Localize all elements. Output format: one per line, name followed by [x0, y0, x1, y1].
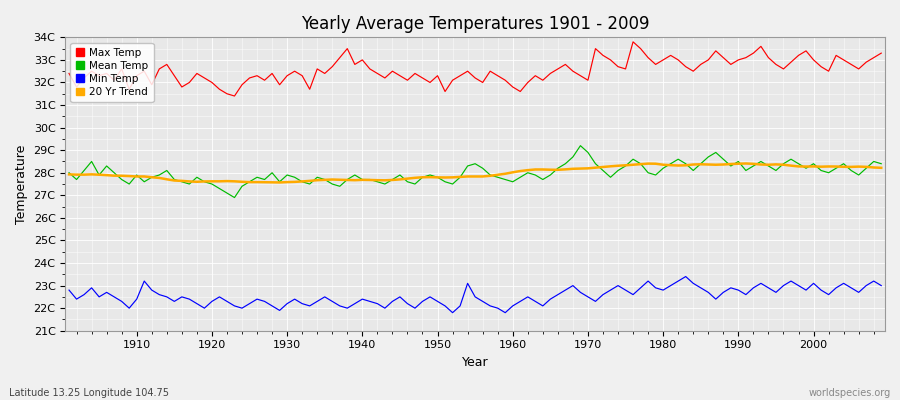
- Mean Temp: [575, 143, 586, 148]
- Mean Temp: [515, 175, 526, 180]
- Text: worldspecies.org: worldspecies.org: [809, 388, 891, 398]
- Legend: Max Temp, Mean Temp, Min Temp, 20 Yr Trend: Max Temp, Mean Temp, Min Temp, 20 Yr Tre…: [70, 42, 154, 102]
- Max Temp: [297, 73, 308, 78]
- Min Temp: [289, 297, 300, 302]
- 20 Yr Trend: [342, 178, 353, 182]
- Max Temp: [515, 89, 526, 94]
- 20 Yr Trend: [605, 164, 616, 169]
- Max Temp: [876, 51, 886, 56]
- Min Temp: [124, 306, 135, 310]
- 20 Yr Trend: [876, 166, 886, 170]
- Mean Temp: [876, 161, 886, 166]
- 20 Yr Trend: [124, 174, 135, 178]
- Mean Temp: [508, 179, 518, 184]
- 20 Yr Trend: [741, 161, 751, 166]
- Min Temp: [515, 299, 526, 304]
- Min Temp: [680, 274, 691, 279]
- Y-axis label: Temperature: Temperature: [15, 144, 28, 224]
- Line: Mean Temp: Mean Temp: [69, 146, 881, 198]
- Max Temp: [124, 87, 135, 92]
- 20 Yr Trend: [515, 169, 526, 174]
- Mean Temp: [342, 177, 353, 182]
- Mean Temp: [124, 182, 135, 186]
- Mean Temp: [297, 179, 308, 184]
- Min Temp: [64, 288, 75, 292]
- Max Temp: [342, 46, 353, 51]
- Line: Min Temp: Min Temp: [69, 276, 881, 313]
- Min Temp: [508, 304, 518, 308]
- Min Temp: [447, 310, 458, 315]
- Min Temp: [335, 304, 346, 308]
- Max Temp: [605, 58, 616, 62]
- X-axis label: Year: Year: [462, 356, 489, 369]
- 20 Yr Trend: [508, 170, 518, 175]
- 20 Yr Trend: [297, 179, 308, 184]
- 20 Yr Trend: [274, 180, 285, 185]
- Min Temp: [605, 288, 616, 292]
- Max Temp: [627, 40, 638, 44]
- Text: Latitude 13.25 Longitude 104.75: Latitude 13.25 Longitude 104.75: [9, 388, 169, 398]
- Max Temp: [230, 94, 240, 98]
- 20 Yr Trend: [64, 172, 75, 177]
- Mean Temp: [64, 170, 75, 175]
- Max Temp: [508, 84, 518, 89]
- Mean Temp: [613, 168, 624, 173]
- Mean Temp: [230, 195, 240, 200]
- Title: Yearly Average Temperatures 1901 - 2009: Yearly Average Temperatures 1901 - 2009: [301, 15, 650, 33]
- Line: Max Temp: Max Temp: [69, 42, 881, 96]
- Min Temp: [876, 283, 886, 288]
- Line: 20 Yr Trend: 20 Yr Trend: [69, 164, 881, 182]
- Max Temp: [64, 71, 75, 76]
